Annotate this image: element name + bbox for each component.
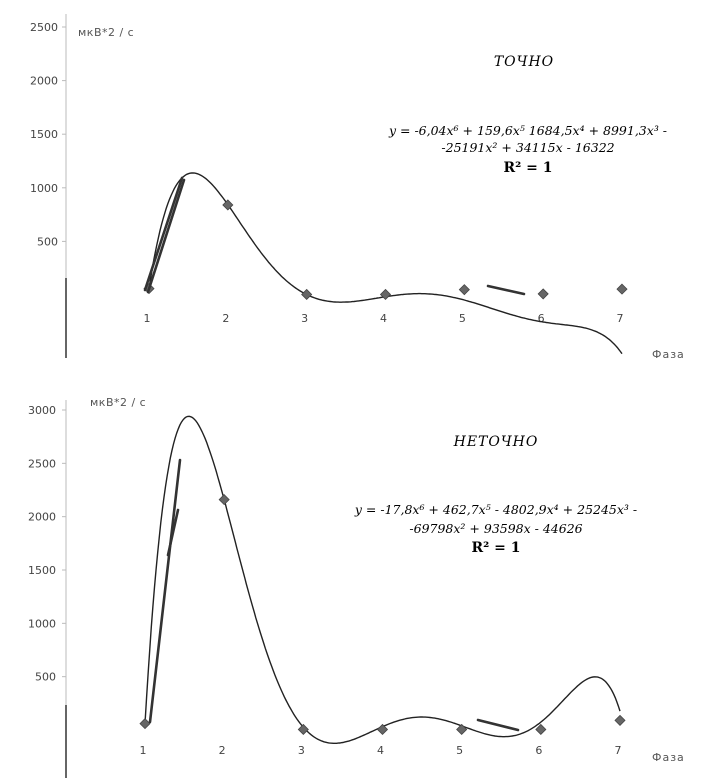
chart-2: 500 1000 1500 2000 2500 3000 1 2 3 4 5 6 7 мкВ*2 / с Ф…: [28, 396, 685, 778]
x-tick-label: 5: [459, 312, 466, 325]
trendline-equation-line2: -69798x² + 93598x - 44626: [409, 521, 582, 536]
y-tick-label: 1000: [28, 617, 56, 630]
x-tick-label: 5: [456, 744, 463, 757]
data-point: [218, 494, 230, 506]
y-tick-label: 1000: [30, 182, 58, 195]
trendline-equation-line1: y = -17,8x⁶ + 462,7x⁵ - 4802,9x⁴ + 25245…: [354, 502, 637, 517]
chart-title: НЕТОЧНО: [453, 434, 539, 450]
annotation-stroke: [486, 284, 526, 296]
x-tick-label: 2: [222, 312, 229, 325]
y-tick-label: 2000: [28, 511, 56, 524]
y-tick-label: 3000: [28, 404, 56, 417]
data-point: [222, 199, 234, 211]
trendline-equation-line1: y = -6,04x⁶ + 159,6x⁵ 1684,5x⁴ + 8991,3x…: [388, 123, 667, 138]
y-tick-label: 2500: [28, 457, 56, 470]
annotation-stroke: [143, 176, 184, 292]
data-point: [614, 714, 626, 726]
data-point: [139, 718, 151, 730]
x-tick-label: 6: [535, 744, 542, 757]
data-point: [535, 723, 547, 736]
trendline: [144, 415, 621, 744]
x-tick-label: 3: [298, 744, 305, 757]
data-point: [379, 288, 392, 301]
data-point: [537, 288, 549, 300]
data-point: [301, 288, 313, 301]
annotation-stroke: [166, 508, 180, 557]
data-point: [616, 283, 628, 295]
y-tick-label: 1500: [28, 564, 56, 577]
y-axis-label: мкВ*2 / с: [90, 396, 146, 409]
x-tick-label: 2: [219, 744, 226, 757]
x-tick-label: 1: [140, 744, 147, 757]
trendline-equation-line2: -25191x² + 34115x - 16322: [441, 140, 614, 155]
x-axis-label: Фаза: [652, 751, 685, 764]
x-axis-label: Фаза: [652, 348, 685, 361]
y-tick-label: 500: [35, 671, 56, 684]
trendline: [148, 172, 623, 355]
data-point: [297, 723, 309, 736]
y-tick-label: 2000: [30, 75, 58, 88]
x-tick-label: 4: [377, 744, 384, 757]
r-squared: R² = 1: [472, 540, 521, 556]
x-tick-label: 4: [380, 312, 387, 325]
x-tick-label: 7: [615, 744, 622, 757]
chart-1: 500 1000 1500 2000 2500 1 2 3 4 5 6 7 мкВ*2 / с Фаза Т…: [30, 14, 685, 361]
annotation-stroke: [476, 718, 520, 732]
r-squared: R² = 1: [504, 160, 553, 176]
data-point: [456, 723, 468, 736]
annotation-stroke: [148, 458, 182, 724]
data-point: [458, 284, 470, 296]
data-point: [376, 723, 389, 736]
x-tick-label: 7: [617, 312, 624, 325]
annotation-stroke: [146, 178, 186, 294]
y-axis-label: мкВ*2 / с: [78, 26, 134, 39]
x-tick-label: 3: [301, 312, 308, 325]
y-tick-label: 1500: [30, 128, 58, 141]
x-tick-label: 1: [144, 312, 151, 325]
chart-title: ТОЧНО: [494, 54, 554, 70]
x-tick-label: 6: [538, 312, 545, 325]
y-tick-label: 2500: [30, 21, 58, 34]
y-tick-label: 500: [37, 235, 58, 248]
